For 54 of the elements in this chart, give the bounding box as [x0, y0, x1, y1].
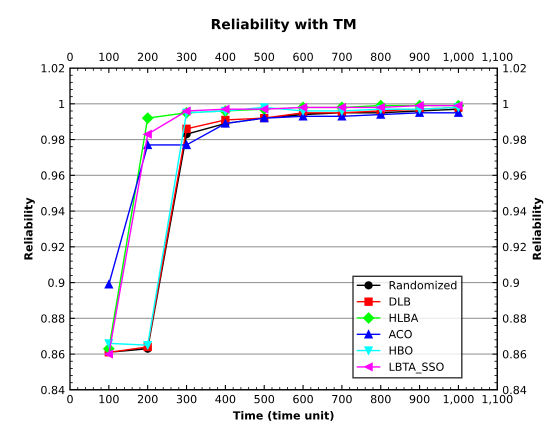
y-tick-label: 0.98: [41, 136, 64, 144]
y2-tick-label: 0.94: [502, 207, 526, 216]
y2-axis-title: Reliability: [532, 198, 544, 260]
y2-tick-label: 1: [503, 100, 508, 108]
legend-label: HBO: [390, 346, 412, 355]
y-tick-label: 0.96: [41, 171, 64, 180]
x-tick-label: 100: [99, 394, 119, 404]
x-tick-label: 1,100: [482, 394, 512, 404]
y2-tick-label: 0.88: [502, 314, 526, 323]
legend-label: ACO: [388, 330, 412, 338]
x2-tick-label: 800: [370, 52, 391, 62]
x2-tick-label: 200: [138, 52, 158, 62]
x2-tick-label: 0: [67, 52, 73, 62]
y2-tick-label: 1.02: [503, 64, 526, 72]
y-tick-label: 0.84: [41, 386, 65, 394]
x2-tick-label: 400: [215, 52, 236, 62]
y2-tick-label: 0.86: [502, 350, 526, 358]
y2-tick-label: 0.98: [502, 136, 526, 144]
x2-tick-label: 1,000: [444, 52, 474, 62]
x2-tick-label: 1,100: [482, 52, 512, 62]
y2-tick-label: 0.96: [502, 171, 526, 180]
y-tick-label: 0.86: [41, 350, 64, 358]
x2-tick-label: 100: [99, 52, 119, 62]
x-tick-label: 400: [215, 394, 236, 404]
y-tick-label: 0.92: [41, 242, 64, 252]
y-tick-label: 0.94: [41, 207, 65, 216]
x-tick-label: 0: [67, 394, 73, 404]
x-tick-label: 500: [254, 394, 274, 404]
y-tick-label: 1.02: [42, 64, 64, 72]
x-axis-title: Time (time unit): [232, 411, 334, 421]
x2-tick-label: 600: [293, 52, 313, 62]
x2-tick-label: 500: [254, 52, 274, 62]
legend-label: LBTA_SSO: [390, 362, 444, 374]
x-tick-label: 700: [332, 394, 352, 404]
y2-tick-label: 0.92: [502, 242, 526, 252]
y2-tick-label: 0.84: [502, 386, 526, 394]
legend-label: DLB: [390, 297, 410, 306]
x-tick-label: 800: [370, 394, 391, 404]
legend-label: Randomized: [390, 280, 456, 290]
x-tick-label: 300: [176, 394, 196, 404]
x2-tick-label: 700: [332, 52, 352, 62]
x-tick-label: 900: [410, 394, 430, 404]
y-axis-title: Reliability: [24, 198, 35, 260]
y-tick-label: 1: [59, 100, 64, 108]
chart-title: Reliability with TM: [212, 18, 356, 32]
legend-label: HLBA: [390, 314, 418, 322]
y-tick-label: 0.88: [41, 314, 64, 323]
x-tick-label: 600: [293, 394, 313, 404]
y-tick-label: 0.9: [48, 278, 64, 287]
x-tick-label: 1,000: [444, 394, 474, 404]
x2-tick-label: 300: [176, 52, 196, 62]
y2-tick-label: 0.9: [502, 278, 520, 287]
x-tick-label: 200: [138, 394, 158, 404]
x2-tick-label: 900: [410, 52, 430, 62]
